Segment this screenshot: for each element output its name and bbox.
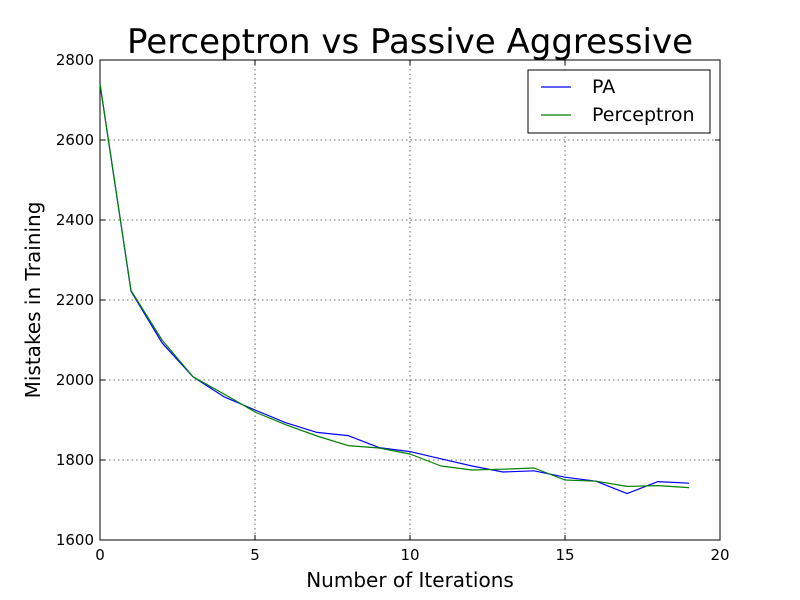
y-tick-label: 1600 [56, 531, 94, 549]
grid-lines [100, 60, 720, 540]
y-tick-label: 2000 [56, 371, 94, 389]
legend: PA Perceptron [527, 69, 711, 134]
chart-title: Perceptron vs Passive Aggressive [127, 22, 693, 62]
y-tick-label: 2200 [56, 291, 94, 309]
x-tick-label: 0 [95, 546, 105, 564]
legend-label-perceptron: Perceptron [592, 104, 695, 126]
x-tick-label: 20 [710, 546, 729, 564]
x-tick-label: 15 [555, 546, 574, 564]
y-tick-label: 1800 [56, 451, 94, 469]
y-tick-label: 2600 [56, 131, 94, 149]
x-tick-label: 10 [400, 546, 419, 564]
y-axis-label: Mistakes in Training [21, 202, 45, 399]
y-tick-label: 2400 [56, 211, 94, 229]
x-tick-label: 5 [250, 546, 260, 564]
data-series [99, 83, 690, 495]
y-tick-label: 2800 [56, 51, 94, 69]
legend-label-pa: PA [592, 76, 615, 98]
legend-box [527, 69, 711, 134]
series-line-perceptron [99, 83, 690, 489]
x-axis-label: Number of Iterations [306, 568, 514, 592]
axis-ticks: 0 5 10 15 20 1600 1800 2000 2200 2400 2600 2800 [56, 51, 730, 564]
